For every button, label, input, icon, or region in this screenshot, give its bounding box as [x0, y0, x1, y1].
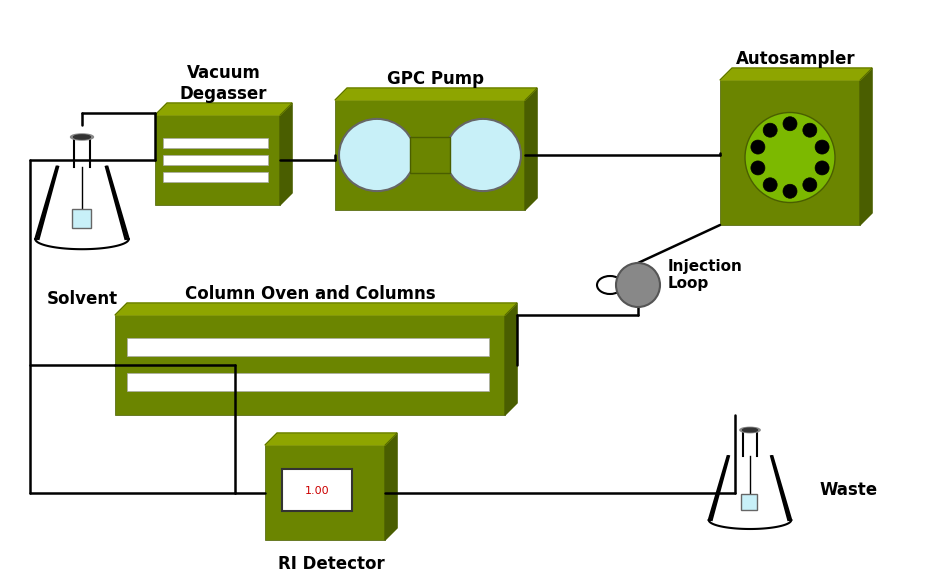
Polygon shape [280, 103, 292, 205]
Polygon shape [335, 88, 537, 100]
FancyBboxPatch shape [72, 209, 90, 228]
Text: GPC Pump: GPC Pump [387, 70, 485, 88]
Polygon shape [860, 68, 872, 225]
Text: RI Detector: RI Detector [278, 555, 384, 573]
Circle shape [751, 161, 765, 175]
Text: 1.00: 1.00 [305, 486, 329, 496]
Circle shape [815, 140, 829, 154]
Circle shape [815, 161, 829, 175]
Text: Autosampler: Autosampler [736, 50, 856, 68]
FancyBboxPatch shape [720, 80, 860, 225]
Polygon shape [155, 103, 292, 115]
Ellipse shape [742, 428, 757, 432]
Ellipse shape [597, 276, 623, 294]
FancyBboxPatch shape [155, 115, 280, 205]
Text: Vacuum
Degasser: Vacuum Degasser [179, 64, 268, 103]
Circle shape [783, 117, 797, 131]
FancyBboxPatch shape [127, 373, 489, 391]
Ellipse shape [339, 119, 415, 191]
Text: Waste: Waste [820, 481, 878, 499]
FancyBboxPatch shape [265, 445, 385, 540]
Circle shape [783, 184, 797, 198]
Ellipse shape [740, 427, 760, 433]
Polygon shape [505, 303, 517, 415]
FancyBboxPatch shape [335, 100, 525, 210]
FancyBboxPatch shape [163, 138, 268, 148]
Text: Solvent: Solvent [47, 290, 118, 308]
FancyBboxPatch shape [282, 469, 352, 511]
Text: Column Oven and Columns: Column Oven and Columns [185, 285, 436, 303]
FancyBboxPatch shape [127, 338, 489, 356]
Ellipse shape [70, 134, 93, 140]
Ellipse shape [74, 135, 90, 139]
FancyBboxPatch shape [115, 315, 505, 415]
Circle shape [751, 140, 765, 154]
Text: Injection
Loop: Injection Loop [668, 259, 743, 291]
FancyBboxPatch shape [741, 494, 757, 510]
FancyBboxPatch shape [163, 172, 268, 182]
FancyBboxPatch shape [163, 155, 268, 165]
Circle shape [803, 123, 817, 137]
Circle shape [616, 263, 660, 307]
Circle shape [763, 123, 777, 137]
Circle shape [803, 178, 817, 192]
Polygon shape [525, 88, 537, 210]
Circle shape [745, 113, 835, 203]
Polygon shape [385, 433, 397, 540]
Polygon shape [720, 68, 872, 80]
Polygon shape [265, 433, 397, 445]
Circle shape [763, 178, 777, 192]
Polygon shape [115, 303, 517, 315]
Ellipse shape [445, 119, 521, 191]
FancyBboxPatch shape [410, 137, 450, 173]
